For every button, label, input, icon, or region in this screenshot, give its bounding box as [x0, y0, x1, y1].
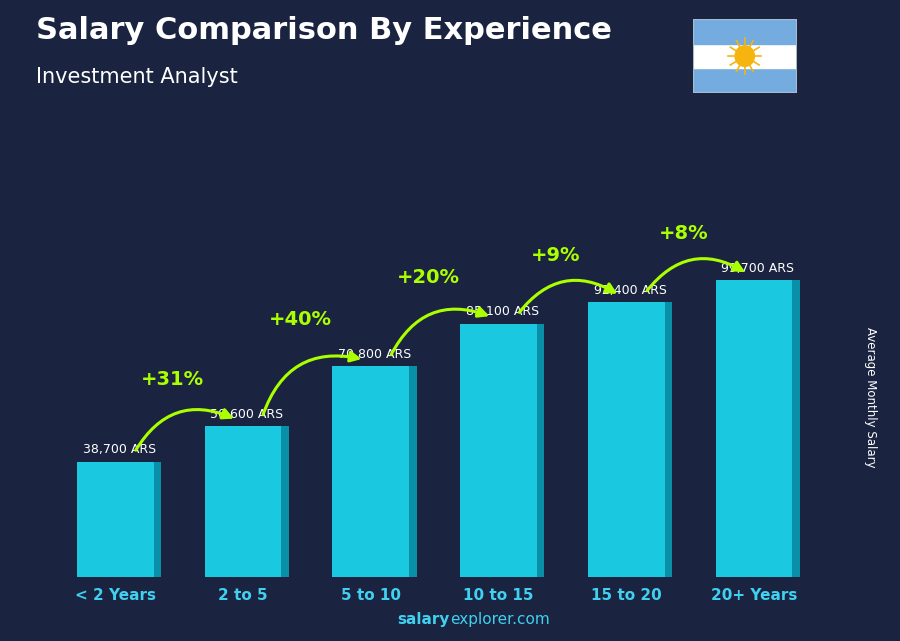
Text: +8%: +8% [659, 224, 708, 243]
Text: 85,100 ARS: 85,100 ARS [466, 305, 539, 318]
Text: 92,400 ARS: 92,400 ARS [594, 283, 667, 297]
Bar [588, 302, 664, 577]
Bar [693, 44, 796, 69]
Bar [716, 280, 792, 577]
Bar [792, 280, 800, 577]
Text: +9%: +9% [531, 246, 580, 265]
Bar [693, 19, 796, 44]
Text: 38,700 ARS: 38,700 ARS [83, 443, 156, 456]
Bar [536, 324, 544, 577]
Bar [204, 426, 282, 577]
Text: 50,600 ARS: 50,600 ARS [211, 408, 284, 421]
Bar [693, 69, 796, 93]
Text: 99,700 ARS: 99,700 ARS [721, 262, 795, 275]
Bar [282, 426, 289, 577]
Bar [76, 462, 154, 577]
Text: Salary Comparison By Experience: Salary Comparison By Experience [36, 16, 612, 45]
Text: Average Monthly Salary: Average Monthly Salary [865, 327, 878, 468]
Text: 70,800 ARS: 70,800 ARS [338, 348, 411, 361]
Text: salary: salary [398, 612, 450, 627]
Text: +40%: +40% [269, 310, 332, 329]
Text: explorer.com: explorer.com [450, 612, 550, 627]
Bar [664, 302, 672, 577]
Circle shape [735, 46, 754, 67]
Text: +20%: +20% [397, 267, 460, 287]
Bar [460, 324, 536, 577]
Text: Investment Analyst: Investment Analyst [36, 67, 238, 87]
Bar [154, 462, 161, 577]
Bar [332, 366, 410, 577]
Text: +31%: +31% [141, 370, 204, 389]
Bar [410, 366, 417, 577]
